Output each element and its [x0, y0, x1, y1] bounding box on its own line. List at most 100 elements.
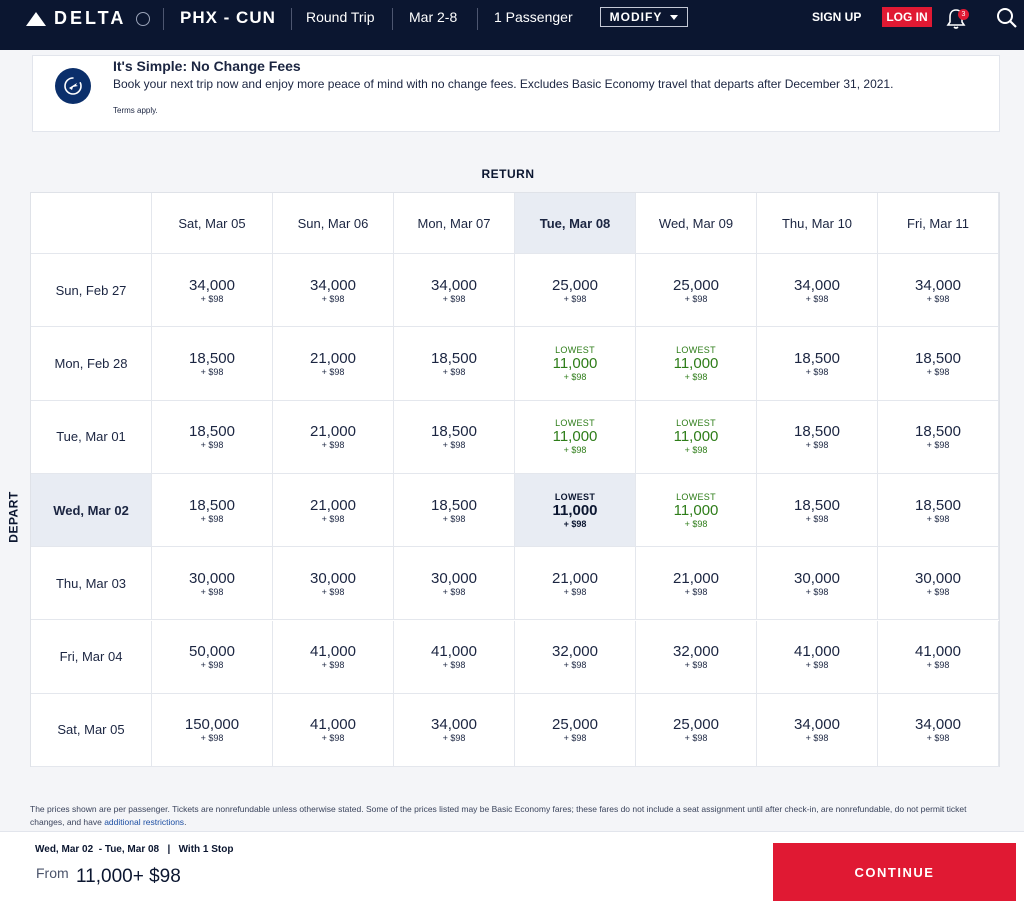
fare-taxes: + $98 — [926, 293, 950, 304]
fare-cell[interactable]: 41,000 + $98 — [394, 620, 515, 694]
lowest-fare-tag: LOWEST — [676, 491, 716, 502]
delta-logo[interactable]: DELTA — [26, 8, 151, 29]
fare-cell[interactable]: 32,000 + $98 — [515, 620, 636, 694]
fare-points: 34,000 — [189, 276, 235, 294]
return-date-header[interactable]: Sun, Mar 06 — [273, 193, 394, 254]
return-date-header[interactable]: Thu, Mar 10 — [757, 193, 878, 254]
fare-taxes: + $98 — [684, 518, 708, 529]
search-icon[interactable] — [996, 7, 1018, 29]
fare-points: 18,500 — [915, 423, 961, 441]
fare-points: 150,000 — [184, 716, 240, 734]
fare-cell[interactable]: 34,000 + $98 — [394, 254, 515, 328]
fare-points: 34,000 — [794, 716, 840, 734]
fare-taxes: + $98 — [563, 733, 587, 744]
fare-points: 41,000 — [431, 643, 477, 661]
return-date-header[interactable]: Tue, Mar 08 — [515, 193, 636, 254]
additional-restrictions-link[interactable]: additional restrictions — [104, 817, 185, 827]
fare-points: 21,000 — [310, 349, 356, 367]
fare-cell[interactable]: 18,500 + $98 — [757, 327, 878, 401]
fare-cell[interactable]: 18,500 + $98 — [757, 473, 878, 548]
terms-link[interactable]: Terms apply. — [113, 106, 158, 115]
fare-cell[interactable]: LOWEST 11,000 + $98 — [636, 400, 757, 474]
modify-button[interactable]: MODIFY — [600, 7, 688, 27]
fare-cell[interactable]: 30,000 + $98 — [757, 547, 878, 621]
fare-cell[interactable]: LOWEST 11,000 + $98 — [515, 473, 636, 548]
fare-taxes: + $98 — [200, 366, 224, 377]
fare-cell[interactable]: 18,500 + $98 — [394, 327, 515, 401]
fare-points: 30,000 — [915, 569, 961, 587]
fare-cell[interactable]: LOWEST 11,000 + $98 — [636, 327, 757, 401]
fare-cell[interactable]: 21,000 + $98 — [515, 547, 636, 621]
fare-cell[interactable]: 34,000 + $98 — [394, 693, 515, 768]
fare-taxes: + $98 — [200, 513, 224, 524]
fare-cell[interactable]: 34,000 + $98 — [878, 254, 999, 328]
fare-cell[interactable]: 41,000 + $98 — [273, 620, 394, 694]
fare-cell[interactable]: 25,000 + $98 — [636, 693, 757, 768]
return-date-header[interactable]: Sat, Mar 05 — [152, 193, 273, 254]
return-date-header[interactable]: Fri, Mar 11 — [878, 193, 999, 254]
fare-cell[interactable]: LOWEST 11,000 + $98 — [515, 327, 636, 401]
fare-points: 21,000 — [552, 569, 598, 587]
price-disclaimer: The prices shown are per passenger. Tick… — [30, 803, 990, 829]
fare-cell[interactable]: 30,000 + $98 — [878, 547, 999, 621]
depart-date-header[interactable]: Mon, Feb 28 — [31, 327, 152, 401]
continue-button[interactable]: CONTINUE — [773, 843, 1016, 901]
fare-cell[interactable]: 18,500 + $98 — [878, 473, 999, 548]
fare-cell[interactable]: 150,000 + $98 — [152, 693, 273, 768]
depart-date-header[interactable]: Wed, Mar 02 — [31, 473, 152, 548]
fare-cell[interactable]: 50,000 + $98 — [152, 620, 273, 694]
fare-taxes: + $98 — [200, 660, 224, 671]
fare-cell[interactable]: 18,500 + $98 — [878, 400, 999, 474]
caret-down-icon — [670, 14, 679, 20]
fare-cell[interactable]: 18,500 + $98 — [394, 473, 515, 548]
fare-cell[interactable]: 18,500 + $98 — [394, 400, 515, 474]
fare-cell[interactable]: LOWEST 11,000 + $98 — [515, 400, 636, 474]
fare-cell[interactable]: 34,000 + $98 — [152, 254, 273, 328]
depart-date-header[interactable]: Thu, Mar 03 — [31, 547, 152, 621]
depart-date-header[interactable]: Sun, Feb 27 — [31, 254, 152, 328]
from-label: From — [36, 865, 69, 881]
return-date-header[interactable]: Mon, Mar 07 — [394, 193, 515, 254]
depart-date-header[interactable]: Tue, Mar 01 — [31, 400, 152, 474]
fare-taxes: + $98 — [684, 586, 708, 597]
fare-cell[interactable]: 18,500 + $98 — [152, 327, 273, 401]
sign-up-link[interactable]: SIGN UP — [812, 10, 862, 24]
return-date-header[interactable]: Wed, Mar 09 — [636, 193, 757, 254]
fare-cell[interactable]: 25,000 + $98 — [515, 254, 636, 328]
fare-cell[interactable]: 25,000 + $98 — [515, 693, 636, 768]
fare-cell[interactable]: 34,000 + $98 — [757, 693, 878, 768]
fare-points: 18,500 — [915, 496, 961, 514]
fare-cell[interactable]: 21,000 + $98 — [273, 327, 394, 401]
fare-points: 34,000 — [794, 276, 840, 294]
fare-cell[interactable]: 32,000 + $98 — [636, 620, 757, 694]
fare-cell[interactable]: 21,000 + $98 — [273, 473, 394, 548]
fare-taxes: + $98 — [442, 660, 466, 671]
fare-points: 11,000 — [552, 354, 598, 372]
fare-cell[interactable]: 41,000 + $98 — [878, 620, 999, 694]
fare-cell[interactable]: 41,000 + $98 — [273, 693, 394, 768]
fare-cell[interactable]: 30,000 + $98 — [394, 547, 515, 621]
fare-cell[interactable]: 21,000 + $98 — [273, 400, 394, 474]
return-date-label: Wed, Mar 09 — [658, 215, 734, 231]
log-in-button[interactable]: LOG IN — [882, 7, 932, 27]
fare-cell[interactable]: 34,000 + $98 — [273, 254, 394, 328]
fare-cell[interactable]: 18,500 + $98 — [152, 473, 273, 548]
fare-points: 41,000 — [794, 643, 840, 661]
fare-cell[interactable]: 30,000 + $98 — [273, 547, 394, 621]
fare-cell[interactable]: 25,000 + $98 — [636, 254, 757, 328]
fare-cell[interactable]: 18,500 + $98 — [757, 400, 878, 474]
fare-cell[interactable]: 34,000 + $98 — [757, 254, 878, 328]
fare-cell[interactable]: 30,000 + $98 — [152, 547, 273, 621]
fare-cell[interactable]: 18,500 + $98 — [152, 400, 273, 474]
fare-cell[interactable]: 18,500 + $98 — [878, 327, 999, 401]
fare-cell[interactable]: 41,000 + $98 — [757, 620, 878, 694]
fare-taxes: + $98 — [321, 513, 345, 524]
depart-date-header[interactable]: Sat, Mar 05 — [31, 693, 152, 768]
fare-taxes: + $98 — [684, 371, 708, 382]
depart-date-header[interactable]: Fri, Mar 04 — [31, 620, 152, 694]
fare-cell[interactable]: 21,000 + $98 — [636, 547, 757, 621]
depart-axis-label: DEPART — [6, 491, 21, 543]
fare-taxes: + $98 — [200, 293, 224, 304]
fare-cell[interactable]: LOWEST 11,000 + $98 — [636, 473, 757, 548]
fare-cell[interactable]: 34,000 + $98 — [878, 693, 999, 768]
